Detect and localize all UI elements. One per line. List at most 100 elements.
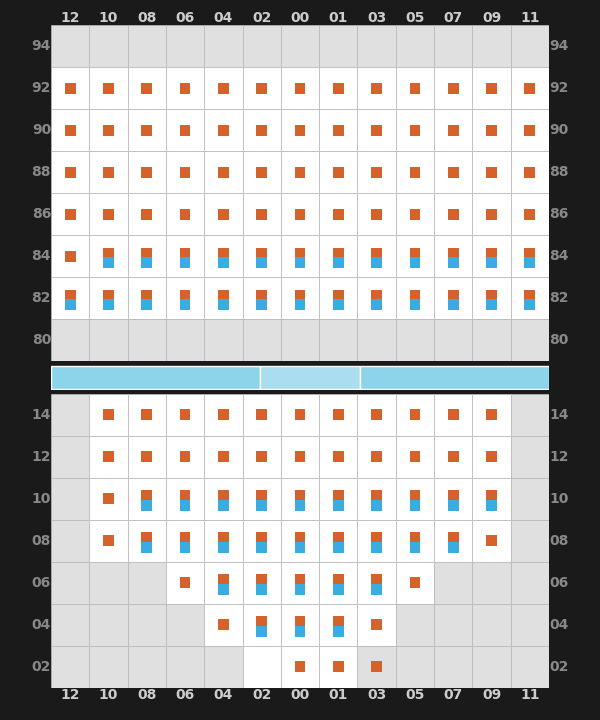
- Bar: [448, 289, 458, 301]
- Bar: [396, 109, 434, 151]
- Bar: [204, 193, 242, 235]
- Text: 06: 06: [175, 688, 195, 701]
- Bar: [358, 477, 396, 520]
- Bar: [89, 436, 128, 477]
- Bar: [333, 209, 344, 220]
- Bar: [358, 436, 396, 477]
- Bar: [218, 532, 229, 543]
- Bar: [358, 25, 396, 67]
- Bar: [448, 451, 458, 462]
- Bar: [180, 289, 190, 301]
- Bar: [128, 235, 166, 277]
- Bar: [396, 603, 434, 646]
- Bar: [166, 109, 204, 151]
- Bar: [434, 193, 472, 235]
- Bar: [511, 646, 549, 688]
- Text: 02: 02: [549, 660, 568, 674]
- Bar: [204, 151, 242, 193]
- Bar: [410, 125, 420, 135]
- Bar: [65, 209, 76, 220]
- Bar: [256, 490, 267, 501]
- Bar: [281, 319, 319, 361]
- Bar: [166, 562, 204, 603]
- Bar: [256, 451, 267, 462]
- Bar: [295, 532, 305, 543]
- Bar: [371, 584, 382, 595]
- Bar: [218, 575, 229, 585]
- Bar: [256, 575, 267, 585]
- Bar: [218, 500, 229, 510]
- Bar: [434, 67, 472, 109]
- Text: 11: 11: [520, 688, 539, 701]
- Bar: [333, 451, 344, 462]
- Bar: [434, 151, 472, 193]
- Bar: [448, 542, 458, 553]
- Bar: [51, 193, 89, 235]
- Bar: [142, 289, 152, 301]
- Bar: [89, 520, 128, 562]
- Bar: [396, 193, 434, 235]
- Bar: [358, 193, 396, 235]
- Bar: [333, 490, 344, 501]
- Text: 08: 08: [137, 688, 157, 701]
- Text: 03: 03: [367, 688, 386, 701]
- Bar: [51, 235, 89, 277]
- Bar: [180, 532, 190, 543]
- Bar: [410, 248, 420, 258]
- Bar: [410, 258, 420, 269]
- Bar: [319, 193, 358, 235]
- Bar: [256, 626, 267, 636]
- Bar: [333, 125, 344, 135]
- Bar: [242, 67, 281, 109]
- Bar: [128, 25, 166, 67]
- Text: 08: 08: [549, 534, 568, 548]
- Text: 00: 00: [290, 12, 310, 25]
- Bar: [333, 500, 344, 510]
- Bar: [358, 235, 396, 277]
- Bar: [371, 409, 382, 420]
- Bar: [434, 25, 472, 67]
- Bar: [89, 193, 128, 235]
- Bar: [166, 603, 204, 646]
- Bar: [371, 619, 382, 630]
- Bar: [204, 394, 242, 436]
- Bar: [89, 25, 128, 67]
- Bar: [103, 248, 114, 258]
- Text: 86: 86: [32, 207, 51, 221]
- Bar: [51, 151, 89, 193]
- Bar: [295, 209, 305, 220]
- Bar: [242, 436, 281, 477]
- Bar: [142, 300, 152, 310]
- Bar: [472, 277, 511, 319]
- Bar: [89, 151, 128, 193]
- Bar: [204, 603, 242, 646]
- Bar: [486, 490, 497, 501]
- Text: 82: 82: [32, 291, 51, 305]
- Bar: [333, 616, 344, 627]
- Text: 02: 02: [252, 12, 271, 25]
- Bar: [166, 319, 204, 361]
- Bar: [472, 603, 511, 646]
- Bar: [371, 248, 382, 258]
- Bar: [142, 451, 152, 462]
- Bar: [371, 167, 382, 178]
- Bar: [204, 436, 242, 477]
- Bar: [486, 258, 497, 269]
- Bar: [434, 646, 472, 688]
- Bar: [142, 409, 152, 420]
- Text: 10: 10: [99, 688, 118, 701]
- Bar: [256, 584, 267, 595]
- Bar: [358, 277, 396, 319]
- Bar: [319, 562, 358, 603]
- Bar: [103, 451, 114, 462]
- Bar: [333, 167, 344, 178]
- Bar: [333, 409, 344, 420]
- Bar: [204, 277, 242, 319]
- Bar: [486, 83, 497, 94]
- Bar: [166, 235, 204, 277]
- Bar: [295, 542, 305, 553]
- Bar: [281, 562, 319, 603]
- Bar: [180, 409, 190, 420]
- Text: 92: 92: [549, 81, 568, 95]
- Text: 04: 04: [549, 618, 568, 631]
